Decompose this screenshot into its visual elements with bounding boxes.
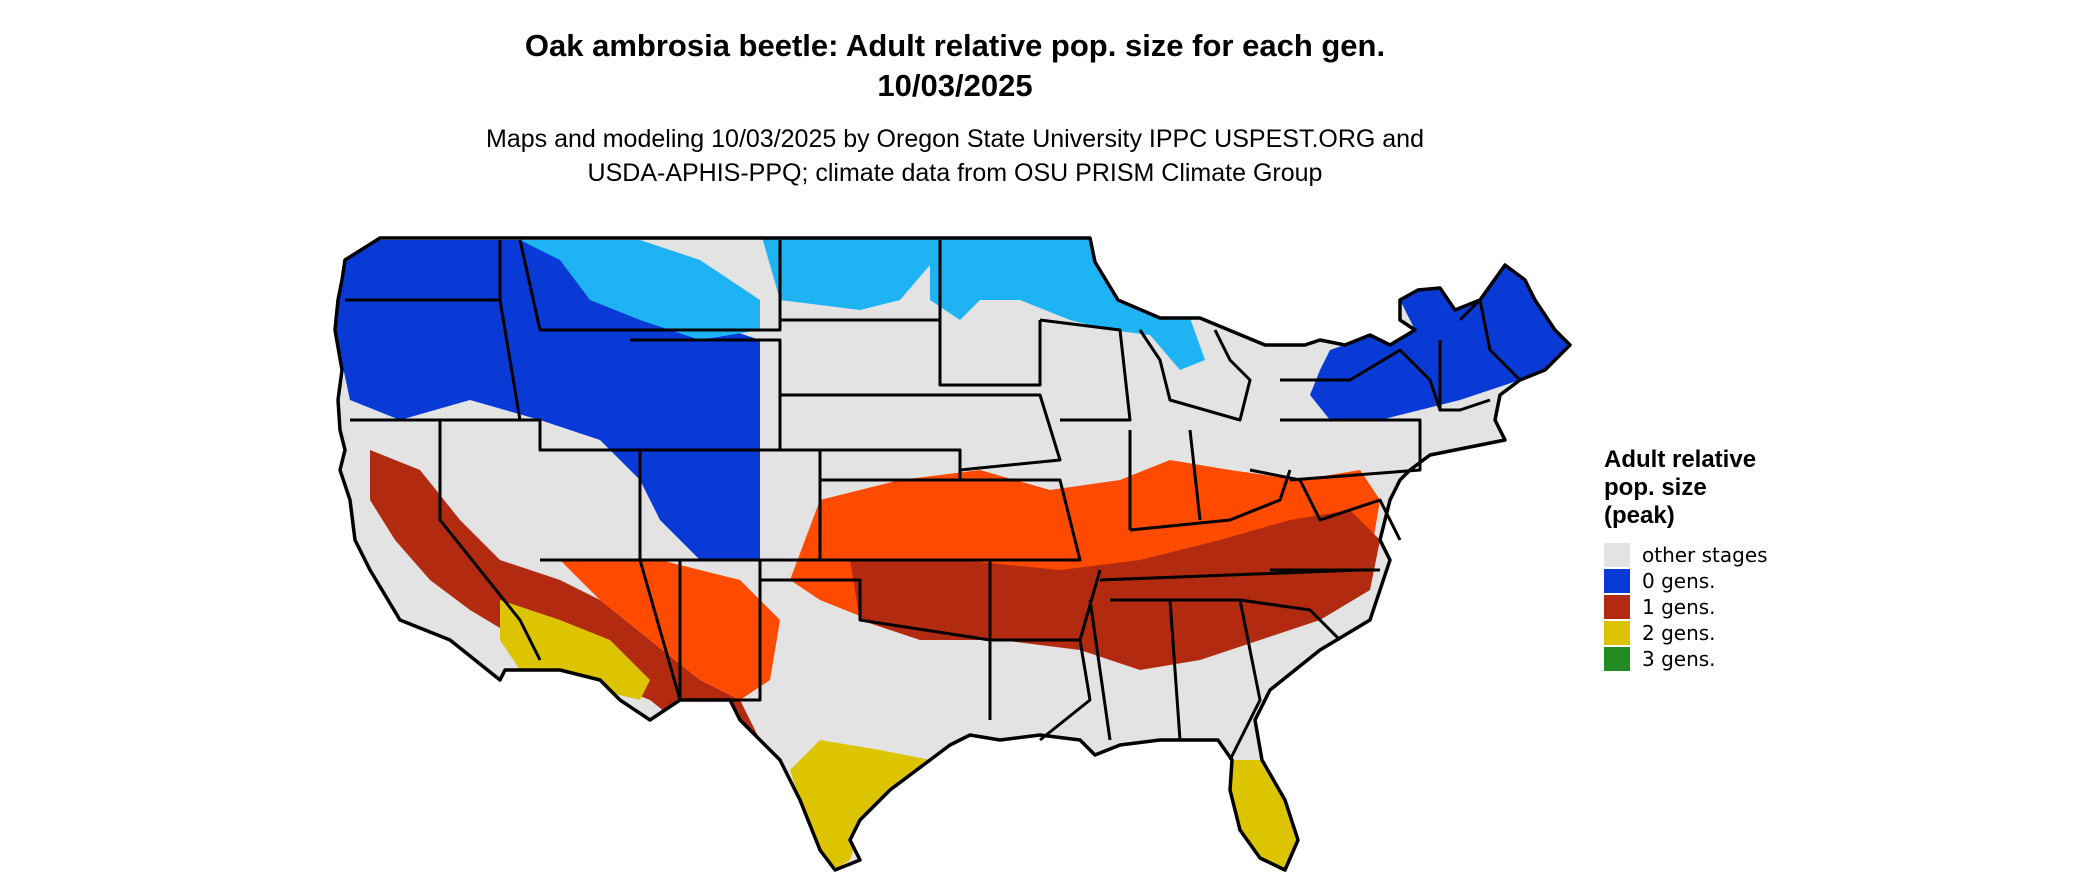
map-credits-line2: USDA-APHIS-PPQ; climate data from OSU PR… bbox=[587, 159, 1323, 187]
border-ga-sc bbox=[1170, 598, 1342, 761]
legend-title-line2: pop. size bbox=[1604, 474, 1707, 501]
legend-swatch bbox=[1604, 595, 1630, 619]
legend-items: other stages 0 gens. 1 gens. 2 gens. 3 gens. bbox=[1604, 542, 1824, 672]
border-tn bbox=[1099, 568, 1361, 582]
legend-item: other stages bbox=[1604, 542, 1824, 568]
legend-label: 0 gens. bbox=[1642, 569, 1716, 593]
border-nm bbox=[678, 560, 762, 702]
border-mi bbox=[1138, 329, 1252, 422]
border-ia-mo bbox=[950, 393, 1082, 562]
legend-title: Adult relative pop. size (peak) bbox=[1604, 446, 1824, 530]
map-date: 10/03/2025 bbox=[877, 68, 1033, 103]
map-credits-line1: Maps and modeling 10/03/2025 by Oregon S… bbox=[486, 125, 1424, 153]
country-outline bbox=[333, 236, 1572, 872]
legend-swatch bbox=[1604, 647, 1630, 671]
us-map bbox=[333, 236, 1572, 872]
legend-swatch bbox=[1604, 543, 1630, 567]
border-va-wv bbox=[1249, 468, 1402, 541]
legend-title-line3: (peak) bbox=[1604, 502, 1675, 529]
border-mt-south bbox=[630, 240, 782, 332]
map-fill-layer bbox=[335, 238, 1570, 870]
zero-gen-light-region bbox=[760, 238, 1205, 370]
one-gen-southwest-region bbox=[560, 560, 780, 700]
border-tx bbox=[760, 578, 992, 720]
two-gen-arizona-region bbox=[500, 600, 650, 700]
border-id-west bbox=[498, 240, 522, 421]
legend-item: 1 gens. bbox=[1604, 594, 1824, 620]
border-wi-il bbox=[1039, 318, 1132, 422]
border-wy bbox=[630, 338, 782, 450]
legend-label: 2 gens. bbox=[1642, 621, 1716, 645]
one-gen-west-region bbox=[370, 450, 760, 760]
two-gen-florida-region bbox=[1230, 760, 1298, 870]
border-az-nm bbox=[540, 558, 682, 701]
legend: Adult relative pop. size (peak) other st… bbox=[1604, 446, 1824, 672]
legend-title-line1: Adult relative bbox=[1604, 446, 1757, 473]
legend-swatch bbox=[1604, 621, 1630, 645]
legend-label: other stages bbox=[1642, 543, 1768, 567]
border-in-oh-ky bbox=[1128, 429, 1292, 532]
legend-label: 3 gens. bbox=[1642, 647, 1716, 671]
map-title: Oak ambrosia beetle: Adult relative pop.… bbox=[524, 28, 1386, 63]
border-nv bbox=[350, 418, 542, 661]
legend-label: 1 gens. bbox=[1642, 595, 1716, 619]
border-new-england bbox=[1438, 298, 1522, 412]
border-mn bbox=[938, 240, 1042, 387]
legend-item: 0 gens. bbox=[1604, 568, 1824, 594]
zero-gen-light-region-west bbox=[520, 240, 760, 340]
legend-item: 2 gens. bbox=[1604, 620, 1824, 646]
border-co bbox=[640, 448, 822, 562]
legend-swatch bbox=[1604, 569, 1630, 593]
two-gen-texas-region bbox=[790, 740, 970, 870]
state-borders bbox=[345, 239, 1522, 761]
legend-item: 3 gens. bbox=[1604, 646, 1824, 672]
border-pa-ny bbox=[1280, 348, 1442, 482]
border-mt-id bbox=[518, 239, 630, 332]
border-ut bbox=[440, 418, 642, 560]
